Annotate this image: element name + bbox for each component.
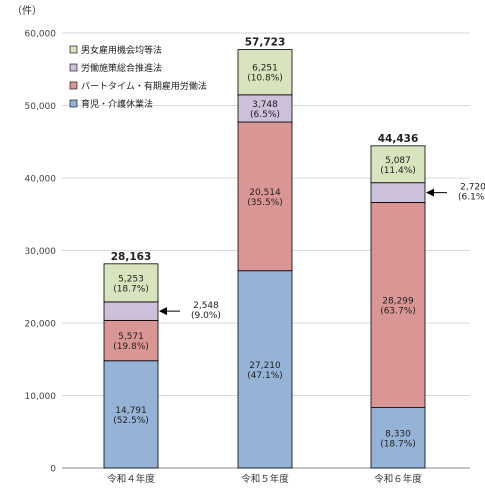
y-axis-unit-label: （件） (12, 5, 42, 17)
bar-total-label: 44,436 (378, 133, 419, 145)
y-tick-label: 30,000 (25, 247, 57, 257)
data-label-value: 27,210 (249, 361, 281, 371)
data-label-percent: (10.8%) (247, 74, 283, 84)
legend-label: 労働施策総合推進法 (81, 62, 162, 74)
bar-segment (103, 319, 159, 362)
bar-total-label: 28,163 (111, 251, 152, 263)
bar-segment (103, 263, 159, 303)
data-label-percent: (11.4%) (380, 166, 416, 176)
data-label-percent: (9.0%) (191, 311, 221, 321)
data-label-value: 28,299 (382, 297, 414, 307)
x-category-label: 令和６年度 (374, 473, 422, 485)
data-label-percent: (19.8%) (113, 342, 149, 352)
data-label-value: 5,087 (385, 156, 411, 166)
y-tick-label: 10,000 (25, 392, 57, 402)
bar-segment (237, 270, 293, 469)
bar-segment (103, 301, 159, 321)
legend-swatch (69, 99, 78, 108)
data-label-percent: (63.7%) (380, 307, 416, 317)
data-label-value: 20,514 (249, 188, 281, 198)
data-label-value: 2,720 (460, 183, 485, 193)
y-tick-label: 60,000 (25, 30, 57, 40)
data-label-value: 5,571 (118, 332, 144, 342)
y-tick-label: 50,000 (25, 102, 57, 112)
bar-segment (370, 407, 426, 469)
legend-swatch (69, 45, 78, 54)
y-tick-label: 20,000 (25, 320, 57, 330)
bar-segment (370, 182, 426, 203)
data-label-value: 6,251 (252, 64, 278, 74)
bar-segment (370, 202, 426, 409)
data-label-value: 5,253 (118, 274, 144, 284)
legend-label: パートタイム・有期雇用労働法 (81, 80, 207, 92)
data-label-percent: (6.5%) (250, 110, 280, 120)
x-category-label: 令和５年度 (241, 473, 289, 485)
data-label-value: 2,548 (193, 301, 219, 311)
bar-segment (237, 49, 293, 96)
x-category-label: 令和４年度 (107, 473, 155, 485)
data-label-value: 3,748 (252, 100, 278, 110)
data-label-percent: (52.5%) (113, 416, 149, 426)
data-label-percent: (35.5%) (247, 198, 283, 208)
legend-label: 育児・介護休業法 (81, 98, 153, 110)
data-label-value: 8,330 (385, 429, 411, 439)
legend-swatch (69, 81, 78, 90)
bar-segment (103, 360, 159, 469)
y-tick-label: 40,000 (25, 175, 57, 185)
data-label-percent: (6.1%) (458, 193, 485, 203)
data-label-value: 14,791 (115, 406, 147, 416)
legend-label: 男女雇用機会均等法 (81, 44, 162, 56)
bar-segment (237, 121, 293, 272)
bar-segment (370, 145, 426, 184)
bar-total-label: 57,723 (245, 37, 286, 49)
data-label-percent: (18.7%) (380, 439, 416, 449)
data-label-percent: (18.7%) (113, 284, 149, 294)
legend-swatch (69, 63, 78, 72)
y-tick-label: 0 (50, 465, 56, 475)
data-label-percent: (47.1%) (247, 371, 283, 381)
